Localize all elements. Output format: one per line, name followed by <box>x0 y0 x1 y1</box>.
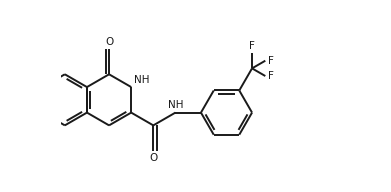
Text: F: F <box>268 56 274 66</box>
Text: NH: NH <box>168 100 183 110</box>
Text: O: O <box>149 153 158 163</box>
Text: F: F <box>249 41 255 51</box>
Text: NH: NH <box>134 75 150 85</box>
Text: F: F <box>268 71 274 81</box>
Text: O: O <box>105 37 113 47</box>
